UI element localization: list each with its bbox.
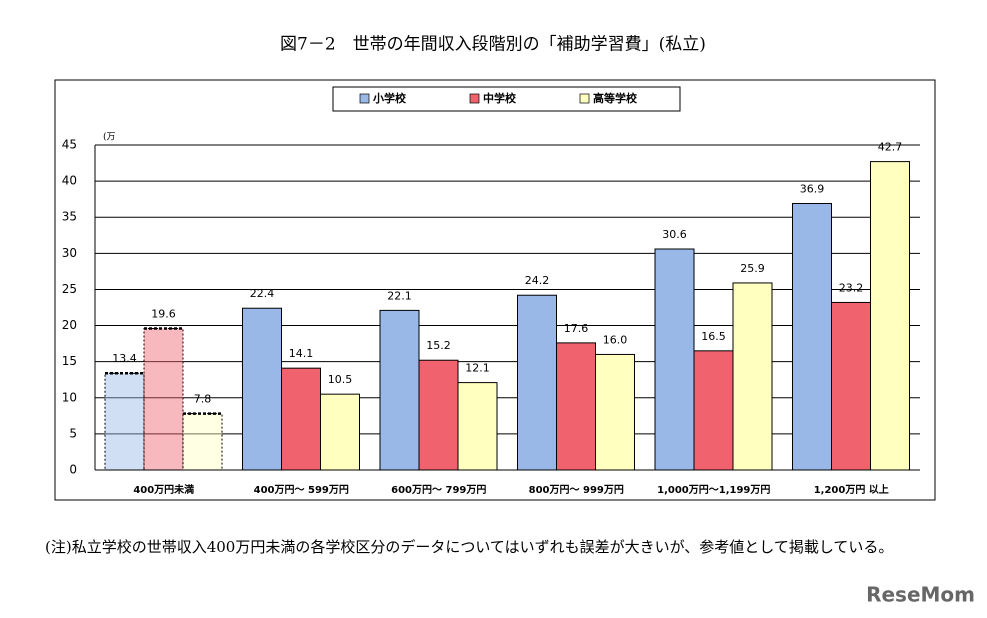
value-label: 30.6 <box>662 228 687 241</box>
bar <box>320 393 360 471</box>
value-label: 10.5 <box>328 373 353 386</box>
bar <box>379 309 420 471</box>
y-tick-label: 35 <box>62 210 77 224</box>
bar <box>870 161 910 471</box>
value-label: 13.4 <box>112 352 137 365</box>
bar <box>457 382 498 471</box>
bar <box>517 294 557 471</box>
legend-swatch <box>469 93 480 104</box>
x-tick-label: 800万円～ 999万円 <box>529 484 624 496</box>
y-tick-label: 10 <box>62 390 77 404</box>
watermark: ReseMom <box>866 583 975 607</box>
y-unit: (万 <box>103 133 116 143</box>
bar <box>182 413 223 471</box>
bar <box>693 350 734 471</box>
bar <box>418 359 459 471</box>
bar <box>556 342 596 471</box>
y-tick-label: 45 <box>62 138 77 152</box>
value-label: 36.9 <box>800 183 825 196</box>
legend-label: 高等学校 <box>593 91 638 105</box>
x-tick-label: 1,000万円～1,199万円 <box>657 484 770 496</box>
x-tick-label: 1,200万円 以上 <box>814 483 889 496</box>
bar <box>242 307 282 471</box>
legend-swatch <box>579 93 590 104</box>
value-label: 19.6 <box>151 307 176 320</box>
value-label: 25.9 <box>740 262 765 275</box>
y-tick-label: 25 <box>62 282 77 296</box>
value-label: 22.1 <box>387 289 412 302</box>
bar <box>143 327 184 471</box>
y-tick-label: 15 <box>62 354 77 368</box>
value-label: 14.1 <box>289 347 314 360</box>
y-tick-label: 5 <box>69 426 77 440</box>
x-tick-label: 400万円～ 599万円 <box>254 484 349 496</box>
value-label: 24.2 <box>525 274 550 287</box>
value-label: 12.1 <box>465 362 490 375</box>
value-label: 16.5 <box>701 330 726 343</box>
legend-swatch <box>359 93 370 104</box>
value-label: 7.8 <box>194 393 212 406</box>
y-tick-label: 20 <box>62 318 77 332</box>
bar <box>732 282 773 471</box>
value-label: 15.2 <box>426 339 451 352</box>
legend-label: 中学校 <box>483 91 517 105</box>
y-tick-label: 40 <box>62 174 77 188</box>
bar <box>654 248 695 471</box>
bar <box>281 367 321 471</box>
legend <box>332 86 681 112</box>
bar <box>104 372 145 471</box>
y-tick-label: 0 <box>69 463 77 477</box>
legend-label: 小学校 <box>372 91 407 105</box>
value-label: 22.4 <box>250 287 275 300</box>
value-label: 23.2 <box>839 281 864 294</box>
bar <box>792 203 832 471</box>
bar <box>595 353 635 471</box>
value-label: 17.6 <box>564 322 589 335</box>
bar <box>831 301 871 471</box>
note-box: (注)私立学校の世帯収入400万円未満の各学校区分のデータについてはいずれも誤差… <box>45 538 894 556</box>
x-tick-label: 400万円未満 <box>133 483 194 496</box>
chart-title: 図7－2 世帯の年間収入段階別の「補助学習費」(私立) <box>280 35 706 55</box>
note: (注)私立学校の世帯収入400万円未満の各学校区分のデータについてはいずれも誤差… <box>45 538 894 556</box>
value-label: 16.0 <box>603 333 628 346</box>
y-tick-label: 30 <box>62 246 77 260</box>
value-label: 42.7 <box>878 141 903 154</box>
chart-frame <box>54 79 936 501</box>
x-tick-label: 600万円～ 799万円 <box>391 484 486 496</box>
